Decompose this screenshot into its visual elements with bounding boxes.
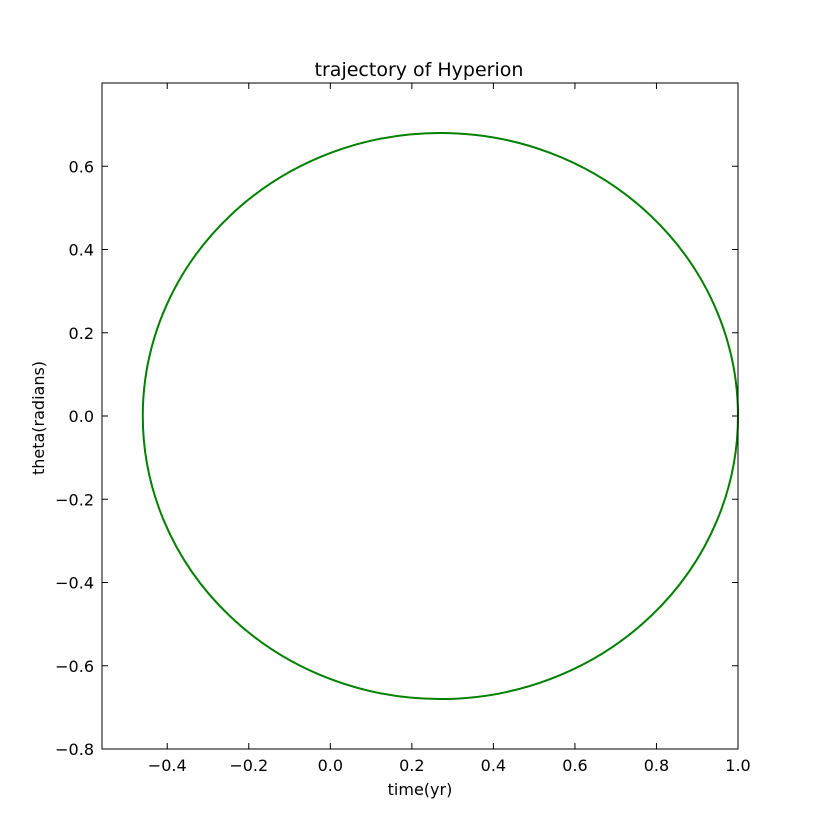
x-tick-label: 0.0 <box>318 756 343 775</box>
y-axis-label: theta(radians) <box>29 361 48 475</box>
y-tick-label: 0.4 <box>69 241 94 260</box>
x-tick-label: 0.2 <box>399 756 424 775</box>
y-tick-label: −0.2 <box>55 490 94 509</box>
y-tick-label: −0.4 <box>55 574 94 593</box>
x-axis-label: time(yr) <box>388 780 453 799</box>
x-axis: −0.4 −0.2 0.0 0.2 0.4 0.6 0.8 1.0 <box>148 83 751 775</box>
chart-title: trajectory of Hyperion <box>315 59 524 81</box>
y-tick-label: −0.8 <box>55 740 94 759</box>
y-tick-label: 0.0 <box>69 407 94 426</box>
x-tick-label: −0.4 <box>148 756 187 775</box>
series-trajectory <box>141 131 739 701</box>
y-tick-label: 0.6 <box>69 157 94 176</box>
x-tick-label: 0.4 <box>481 756 506 775</box>
plot-frame <box>101 82 739 750</box>
y-axis: −0.8 −0.6 −0.4 −0.2 0.0 0.2 0.4 0.6 <box>55 157 738 759</box>
x-tick-label: −0.2 <box>229 756 268 775</box>
plot-area <box>141 131 739 701</box>
x-tick-label: 1.0 <box>725 756 750 775</box>
x-tick-label: 0.6 <box>562 756 587 775</box>
x-tick-label: 0.8 <box>644 756 669 775</box>
y-tick-label: −0.6 <box>55 657 94 676</box>
y-tick-label: 0.2 <box>69 324 94 343</box>
